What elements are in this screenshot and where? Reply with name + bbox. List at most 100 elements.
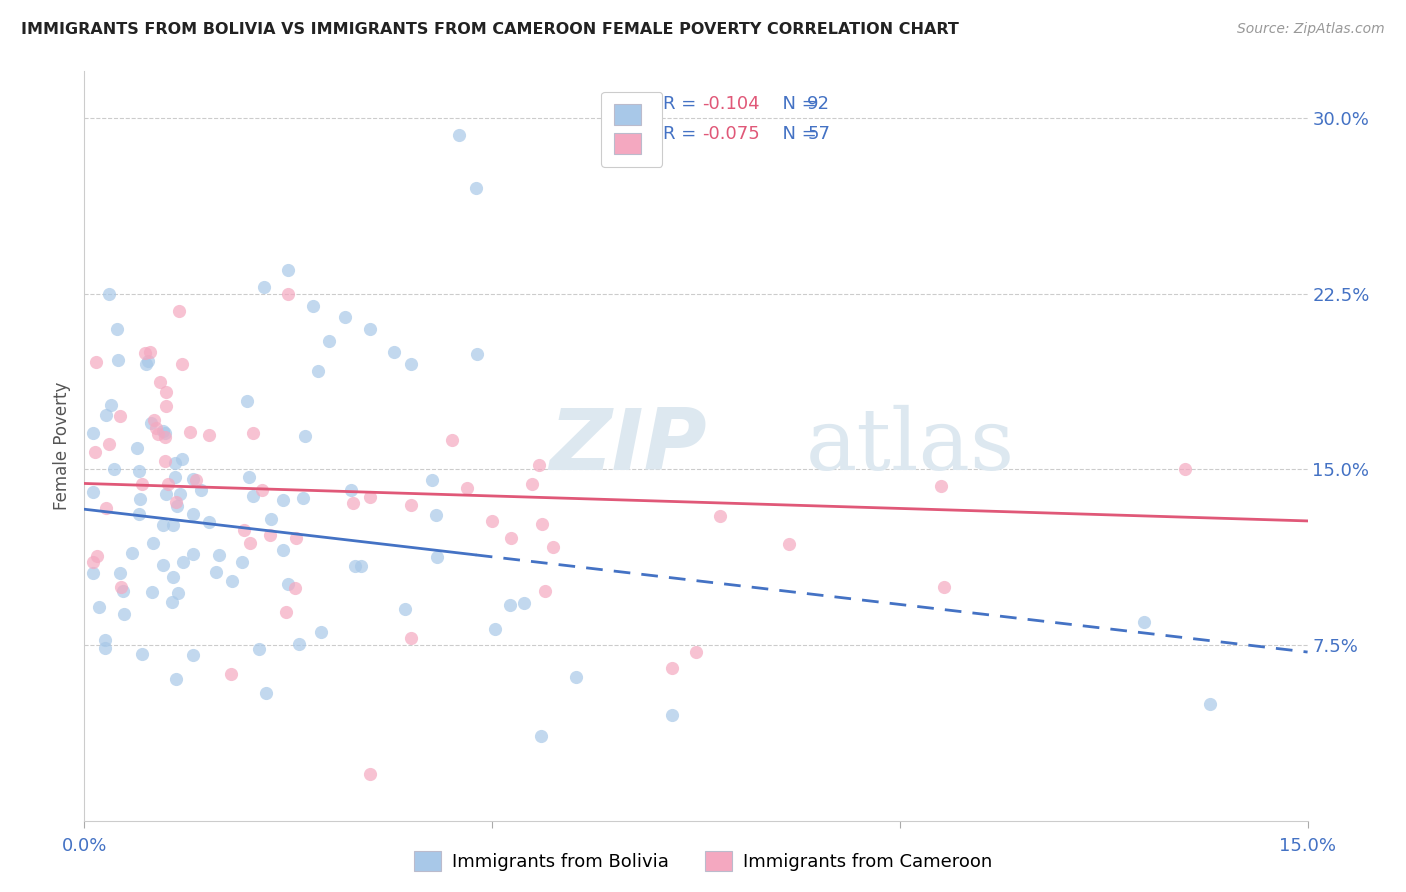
- Point: [541, 540, 564, 554]
- Point: [172, 357, 194, 371]
- Point: [87, 599, 110, 614]
- Text: 15.0%: 15.0%: [1279, 837, 1336, 855]
- Point: [277, 263, 299, 277]
- Point: [276, 605, 298, 619]
- Point: [1198, 697, 1220, 711]
- Point: [231, 555, 253, 569]
- Point: [208, 549, 231, 563]
- Point: [155, 385, 177, 400]
- Point: [128, 508, 150, 522]
- Point: [163, 470, 186, 484]
- Point: [142, 536, 165, 550]
- Point: [342, 496, 364, 510]
- Point: [181, 472, 204, 486]
- Legend: Immigrants from Bolivia, Immigrants from Cameroon: Immigrants from Bolivia, Immigrants from…: [406, 844, 1000, 879]
- Point: [513, 596, 536, 610]
- Legend: , : ,: [600, 92, 662, 167]
- Point: [138, 345, 160, 359]
- Text: Source: ZipAtlas.com: Source: ZipAtlas.com: [1237, 22, 1385, 37]
- Point: [661, 661, 683, 675]
- Point: [165, 494, 187, 508]
- Point: [260, 512, 283, 526]
- Point: [110, 580, 132, 594]
- Point: [253, 280, 276, 294]
- Point: [128, 492, 150, 507]
- Point: [292, 491, 315, 505]
- Point: [94, 633, 117, 648]
- Point: [82, 484, 104, 499]
- Point: [382, 345, 405, 359]
- Point: [499, 531, 522, 545]
- Point: [359, 490, 381, 504]
- Point: [465, 347, 488, 361]
- Point: [134, 346, 156, 360]
- Text: R =: R =: [664, 125, 702, 143]
- Point: [250, 483, 273, 497]
- Point: [932, 580, 955, 594]
- Point: [284, 581, 307, 595]
- Point: [778, 537, 800, 551]
- Point: [172, 555, 194, 569]
- Point: [103, 462, 125, 476]
- Point: [143, 413, 166, 427]
- Point: [239, 535, 262, 549]
- Point: [108, 409, 131, 423]
- Point: [1133, 615, 1156, 629]
- Point: [131, 477, 153, 491]
- Point: [527, 458, 550, 473]
- Point: [149, 375, 172, 389]
- Point: [166, 499, 188, 513]
- Point: [167, 304, 190, 318]
- Point: [82, 566, 104, 581]
- Point: [235, 394, 257, 409]
- Point: [155, 399, 177, 413]
- Point: [277, 286, 299, 301]
- Point: [184, 473, 207, 487]
- Point: [181, 648, 204, 662]
- Point: [318, 334, 340, 348]
- Point: [565, 670, 588, 684]
- Point: [121, 546, 143, 560]
- Point: [152, 518, 174, 533]
- Point: [247, 641, 270, 656]
- Point: [94, 408, 117, 422]
- Point: [107, 353, 129, 368]
- Point: [399, 498, 422, 512]
- Point: [84, 445, 107, 459]
- Point: [709, 509, 731, 524]
- Point: [484, 623, 506, 637]
- Point: [441, 433, 464, 447]
- Point: [425, 508, 447, 523]
- Point: [420, 473, 443, 487]
- Text: IMMIGRANTS FROM BOLIVIA VS IMMIGRANTS FROM CAMEROON FEMALE POVERTY CORRELATION C: IMMIGRANTS FROM BOLIVIA VS IMMIGRANTS FR…: [21, 22, 959, 37]
- Text: 92: 92: [807, 95, 831, 112]
- Text: 57: 57: [807, 125, 831, 143]
- Point: [335, 310, 357, 325]
- Point: [183, 507, 205, 521]
- Point: [152, 424, 174, 438]
- Point: [94, 500, 117, 515]
- Point: [533, 584, 555, 599]
- Point: [131, 648, 153, 662]
- Point: [162, 570, 184, 584]
- Point: [288, 637, 311, 651]
- Point: [449, 128, 471, 142]
- Point: [254, 686, 277, 700]
- Point: [167, 586, 190, 600]
- Y-axis label: Female Poverty: Female Poverty: [53, 382, 72, 510]
- Point: [82, 425, 104, 440]
- Text: atlas: atlas: [806, 404, 1015, 488]
- Point: [160, 595, 183, 609]
- Point: [426, 550, 449, 565]
- Point: [499, 598, 522, 612]
- Point: [359, 767, 381, 781]
- Text: N =: N =: [770, 125, 823, 143]
- Point: [125, 441, 148, 455]
- Point: [394, 601, 416, 615]
- Point: [146, 427, 169, 442]
- Point: [343, 558, 366, 573]
- Point: [155, 430, 177, 444]
- Point: [162, 517, 184, 532]
- Point: [294, 429, 316, 443]
- Text: R =: R =: [664, 95, 702, 112]
